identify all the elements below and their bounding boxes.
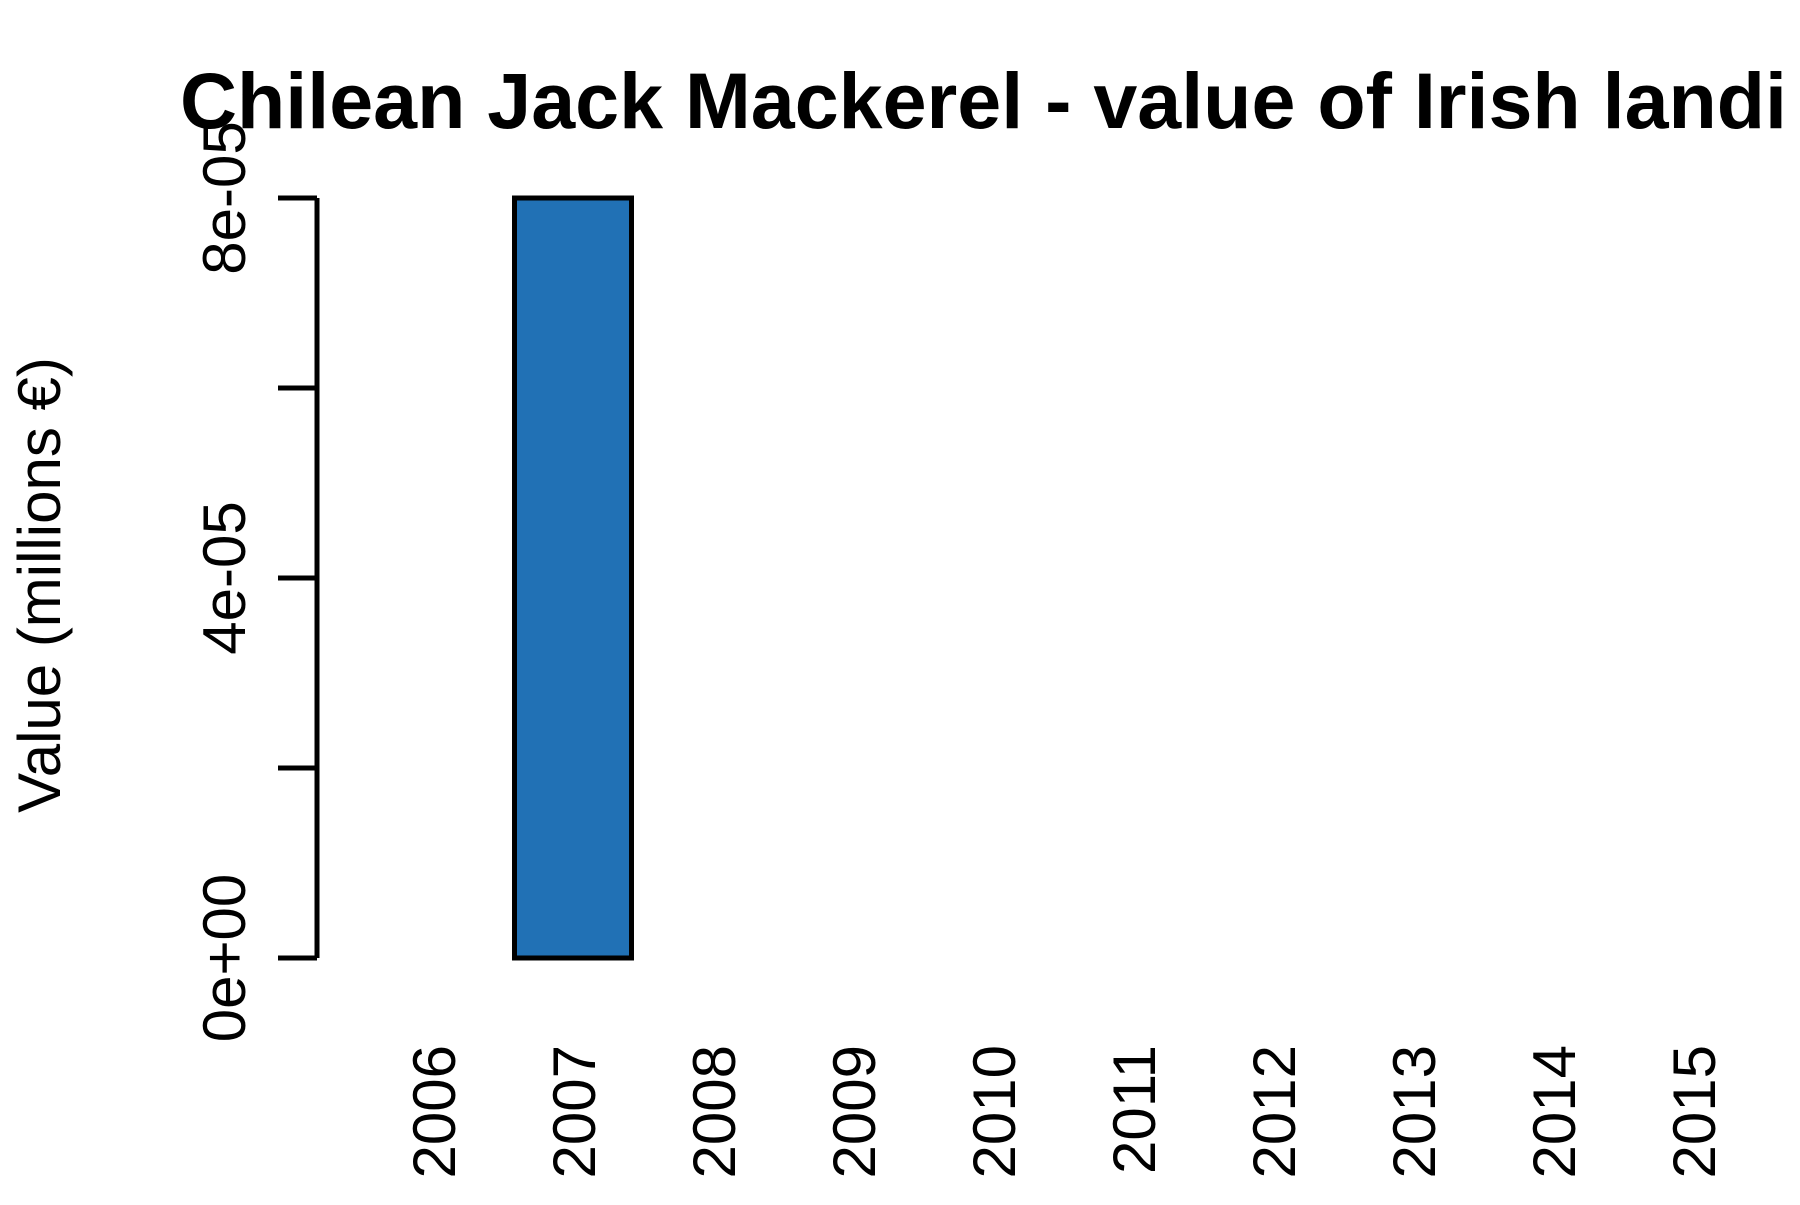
y-axis-label: Value (millions €) [6,357,73,813]
x-tick-label: 2011 [1101,1045,1168,1174]
x-tick-label: 2013 [1381,1045,1448,1178]
y-tick-label: 8e-05 [191,121,258,274]
y-tick-label: 4e-05 [191,501,258,654]
x-tick-label: 2014 [1521,1045,1588,1178]
chart-title: Chilean Jack Mackerel - value of Irish l… [180,56,1787,145]
x-axis: 2006 2007 2008 2009 2010 2011 2012 2013 2014 2015 [401,1045,1728,1178]
x-tick-label: 2010 [961,1045,1028,1178]
y-tick-label: 0e+00 [191,874,258,1043]
x-tick-label: 2009 [821,1045,888,1178]
y-axis: 0e+00 4e-05 8e-05 [191,121,320,1043]
x-tick-label: 2015 [1661,1045,1728,1178]
bars [512,195,634,961]
x-tick-label: 2006 [401,1045,468,1178]
x-tick-label: 2007 [541,1045,608,1178]
x-tick-label: 2012 [1241,1045,1308,1178]
x-tick-label: 2008 [681,1045,748,1178]
bar-2007 [512,195,634,961]
